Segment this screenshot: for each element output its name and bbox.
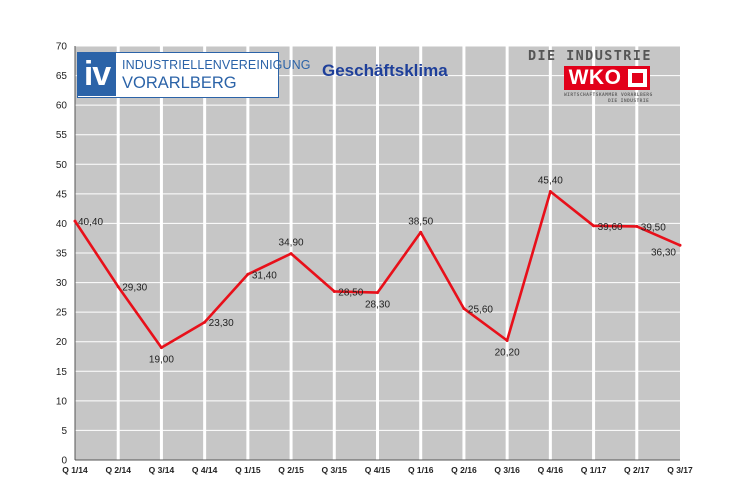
data-label: 28,50 [338,287,363,298]
x-tick-label: Q 1/16 [408,465,434,475]
x-tick-label: Q 1/17 [581,465,607,475]
wko-die-industrie-logo: DIE INDUSTRIE WKO WIRTSCHAFTSKAMMER VORA… [528,48,660,106]
data-point [376,291,379,295]
iv-logo-line2: VORARLBERG [122,74,237,92]
data-label: 40,40 [78,217,103,228]
data-point [548,189,552,193]
wko-logo-subline-1: WIRTSCHAFTSKAMMER VORARLBERG [564,93,653,98]
data-point [159,346,163,350]
data-point [73,219,77,223]
data-point [635,224,639,228]
y-tick-label: 35 [56,249,68,260]
data-label: 39,50 [641,222,666,233]
data-point [419,230,423,234]
data-label: 31,40 [252,270,277,281]
y-tick-label: 65 [56,71,68,82]
y-tick-label: 70 [56,42,68,53]
wko-emblem-icon [628,69,647,87]
x-tick-label: Q 2/17 [624,465,650,475]
y-tick-label: 15 [56,367,68,378]
x-tick-label: Q 3/16 [494,465,520,475]
data-point [462,307,466,311]
y-tick-label: 5 [61,426,67,437]
data-label: 25,60 [468,305,493,316]
data-point [592,224,596,228]
data-label: 38,50 [408,216,433,227]
x-tick-label: Q 4/15 [365,465,391,475]
y-tick-label: 55 [56,130,68,141]
wko-logo-top-text: DIE INDUSTRIE [528,48,652,64]
y-tick-label: 45 [56,189,68,200]
x-tick-label: Q 2/15 [278,465,304,475]
data-label: 23,30 [209,318,234,329]
x-tick-label: Q 3/15 [322,465,348,475]
data-point [289,252,293,256]
data-point [246,272,250,276]
x-tick-label: Q 4/14 [192,465,218,475]
x-tick-label: Q 1/15 [235,465,261,475]
data-label: 29,30 [122,283,147,294]
data-point [116,285,120,289]
x-tick-label: Q 4/16 [538,465,564,475]
chart-title: Geschäftsklima [322,61,448,80]
y-tick-label: 50 [56,160,68,171]
data-label: 39,60 [598,222,623,233]
y-tick-label: 10 [56,396,68,407]
data-point [678,243,682,247]
data-point [203,320,207,324]
y-tick-label: 20 [56,337,68,348]
data-label: 34,90 [279,238,304,249]
x-tick-label: Q 2/16 [451,465,477,475]
x-tick-label: Q 3/17 [667,465,693,475]
iv-vorarlberg-logo: iv INDUSTRIELLENVEREINIGUNG VORARLBERG [77,52,310,98]
x-tick-label: Q 1/14 [62,465,88,475]
data-label: 20,20 [495,348,520,359]
wko-logo-mark: WKO [568,66,622,89]
data-label: 45,40 [538,175,563,186]
data-point [332,289,336,293]
x-tick-label: Q 2/14 [105,465,131,475]
x-tick-label: Q 3/14 [149,465,175,475]
iv-logo-line1: INDUSTRIELLENVEREINIGUNG [122,58,311,72]
y-tick-label: 0 [61,456,67,467]
y-tick-label: 60 [56,101,68,112]
y-tick-label: 40 [56,219,68,230]
wko-logo-subline-2: DIE INDUSTRIE [608,99,650,104]
data-point [505,339,509,343]
iv-logo-mark: iv [78,53,116,96]
data-label: 28,30 [365,300,390,311]
wko-logo-box: WKO [564,66,650,90]
y-tick-label: 25 [56,308,68,319]
data-label: 36,30 [651,247,676,258]
y-tick-label: 30 [56,278,68,289]
data-label: 19,00 [149,355,174,366]
